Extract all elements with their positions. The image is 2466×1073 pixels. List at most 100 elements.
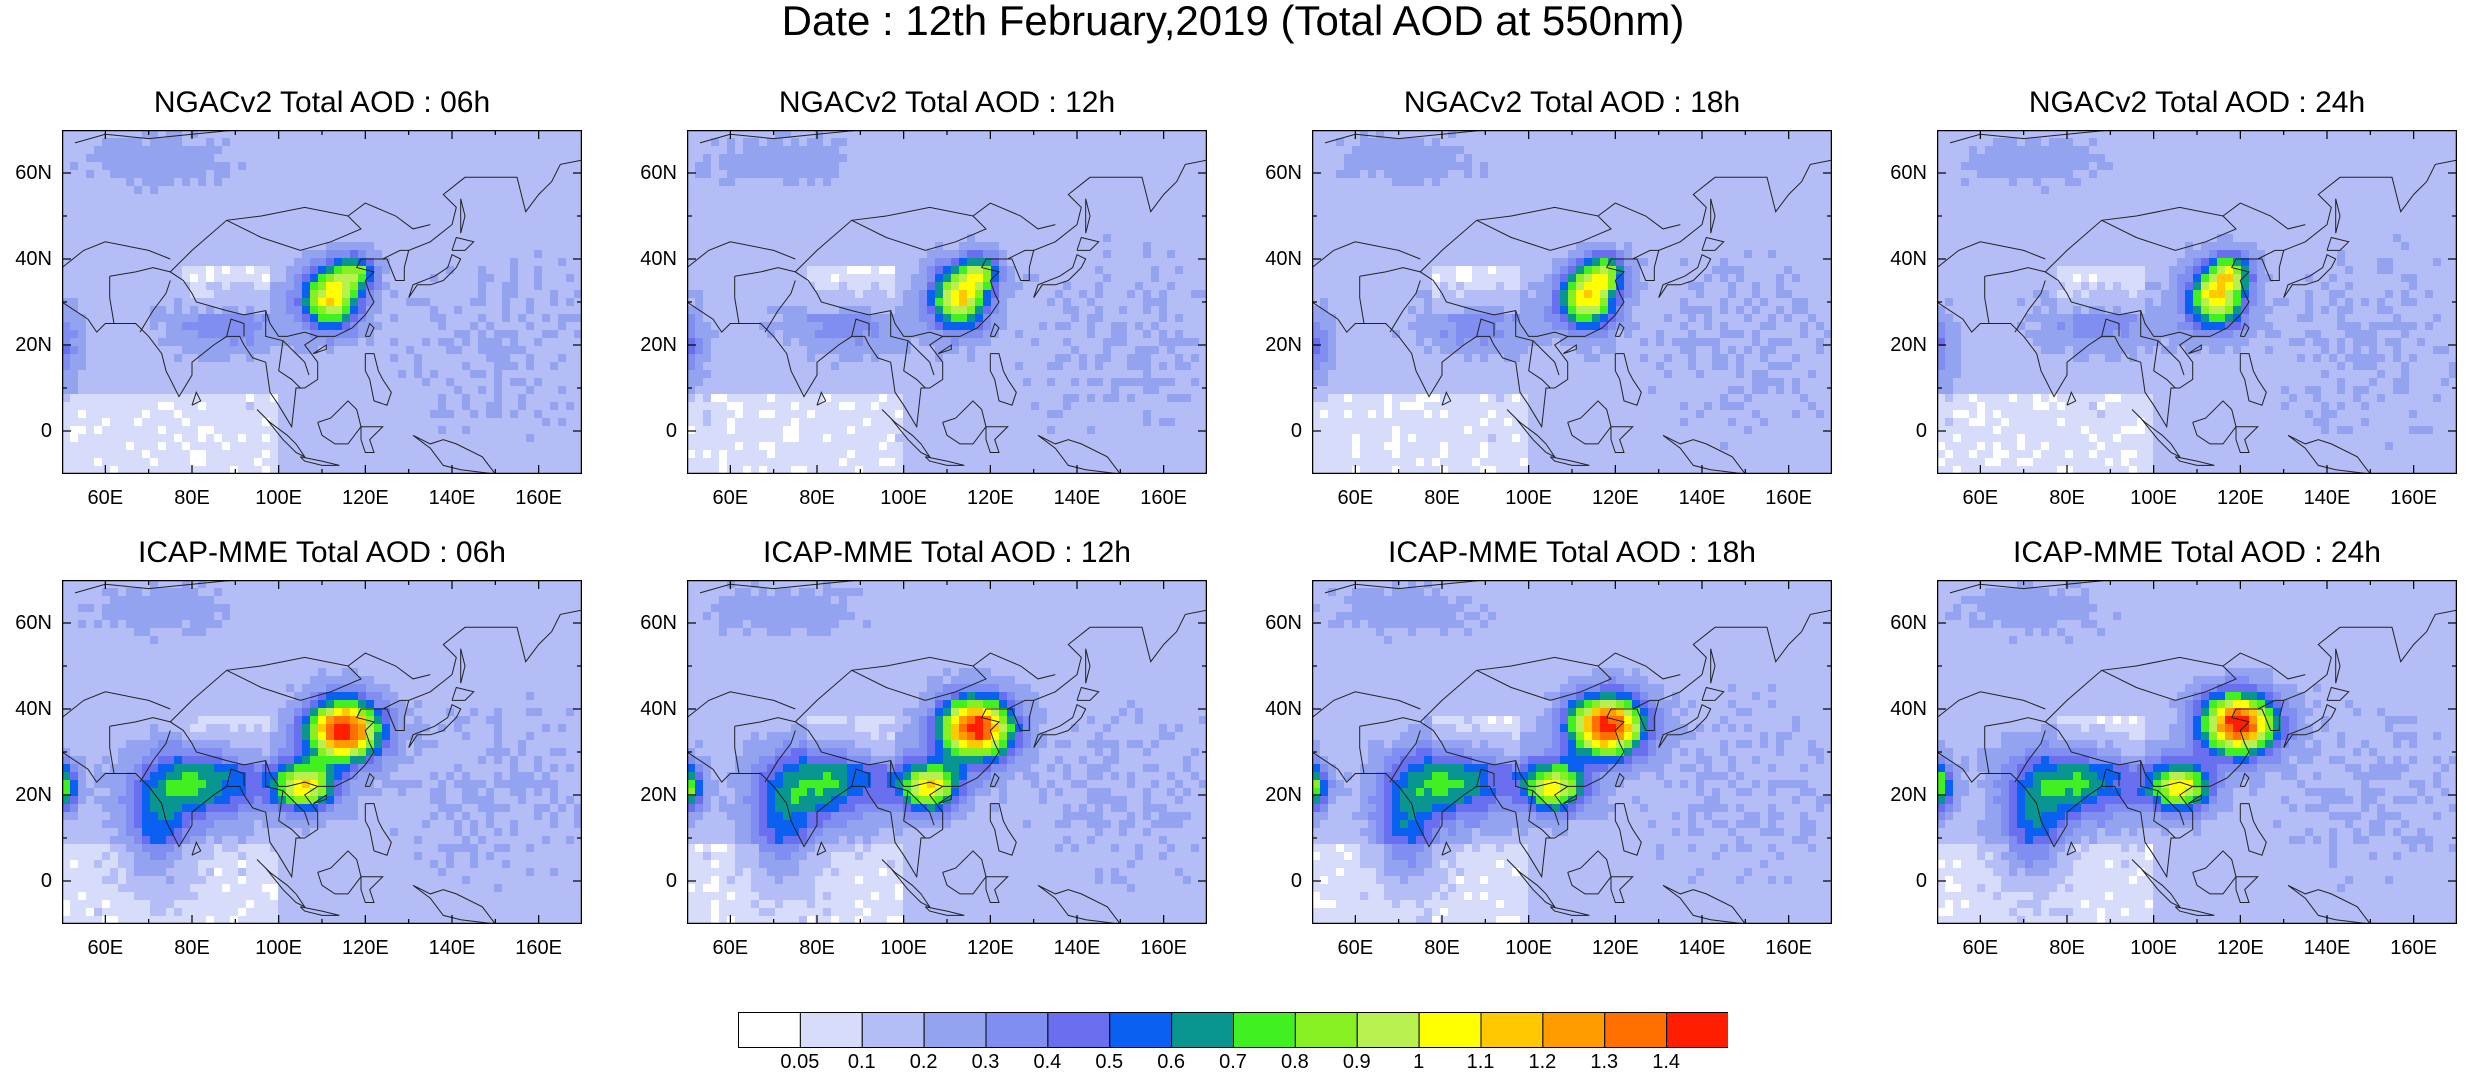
lon-tick-label: 60E xyxy=(1950,938,2010,958)
lon-tick-label: 100E xyxy=(874,488,934,508)
colorbar-swatch xyxy=(986,1013,1048,1048)
lat-tick-label: 20N xyxy=(12,335,52,355)
lon-tick-label: 120E xyxy=(1585,938,1645,958)
colorbar-label: 0.4 xyxy=(1022,1052,1072,1072)
lon-tick-label: 60E xyxy=(1325,938,1385,958)
lat-tick-label: 60N xyxy=(1262,613,1302,633)
lon-tick-label: 80E xyxy=(787,488,847,508)
aod-field xyxy=(1937,580,2457,924)
aod-map xyxy=(1312,130,1832,474)
lat-tick-label: 60N xyxy=(637,613,677,633)
lon-tick-label: 160E xyxy=(1134,938,1194,958)
lat-tick-label: 0 xyxy=(1262,871,1302,891)
lat-tick-label: 0 xyxy=(1262,421,1302,441)
aod-field xyxy=(1312,580,1832,924)
colorbar-label: 0.6 xyxy=(1146,1052,1196,1072)
lon-tick-label: 80E xyxy=(162,488,222,508)
panel-title: NGACv2 Total AOD : 18h xyxy=(1312,88,1832,118)
lon-tick-label: 160E xyxy=(2384,938,2444,958)
aod-field xyxy=(1312,130,1832,474)
lat-tick-label: 0 xyxy=(1887,421,1927,441)
lat-tick-label: 20N xyxy=(1262,785,1302,805)
aod-map xyxy=(1937,580,2457,924)
aod-map xyxy=(1937,130,2457,474)
colorbar-swatch xyxy=(1605,1013,1667,1048)
lat-tick-label: 60N xyxy=(1262,163,1302,183)
lon-tick-label: 100E xyxy=(1499,488,1559,508)
colorbar-label: 0.2 xyxy=(899,1052,949,1072)
panel-title: NGACv2 Total AOD : 24h xyxy=(1937,88,2457,118)
lat-tick-label: 20N xyxy=(1262,335,1302,355)
aod-field xyxy=(62,130,582,474)
lat-tick-label: 60N xyxy=(637,163,677,183)
aod-map xyxy=(687,580,1207,924)
lon-tick-label: 60E xyxy=(700,488,760,508)
lon-tick-label: 120E xyxy=(960,488,1020,508)
aod-field xyxy=(687,580,1207,924)
aod-colorbar xyxy=(738,1012,1728,1048)
lon-tick-label: 140E xyxy=(2297,938,2357,958)
colorbar-label: 0.1 xyxy=(837,1052,887,1072)
lon-tick-label: 60E xyxy=(1325,488,1385,508)
lon-tick-label: 120E xyxy=(960,938,1020,958)
lon-tick-label: 140E xyxy=(2297,488,2357,508)
colorbar-swatch xyxy=(1234,1013,1296,1048)
lat-tick-label: 20N xyxy=(637,785,677,805)
lon-tick-label: 60E xyxy=(75,488,135,508)
lon-tick-label: 100E xyxy=(249,488,309,508)
lat-tick-label: 0 xyxy=(637,421,677,441)
colorbar-label: 0.05 xyxy=(775,1052,825,1072)
colorbar-swatch xyxy=(1667,1013,1728,1048)
lat-tick-label: 0 xyxy=(1887,871,1927,891)
lon-tick-label: 120E xyxy=(1585,488,1645,508)
aod-map xyxy=(687,130,1207,474)
lat-tick-label: 40N xyxy=(1262,249,1302,269)
lon-tick-label: 100E xyxy=(874,938,934,958)
colorbar-swatch xyxy=(862,1013,924,1048)
lon-tick-label: 80E xyxy=(1412,938,1472,958)
lon-tick-label: 160E xyxy=(1759,488,1819,508)
panel-title: NGACv2 Total AOD : 12h xyxy=(687,88,1207,118)
colorbar-swatch xyxy=(1172,1013,1234,1048)
lon-tick-label: 140E xyxy=(422,488,482,508)
lon-tick-label: 160E xyxy=(2384,488,2444,508)
colorbar-swatch xyxy=(800,1013,862,1048)
lat-tick-label: 20N xyxy=(1887,785,1927,805)
aod-field xyxy=(687,130,1207,474)
colorbar-label: 0.7 xyxy=(1208,1052,1258,1072)
panel-title: ICAP-MME Total AOD : 06h xyxy=(62,538,582,568)
colorbar-swatch xyxy=(1481,1013,1543,1048)
lon-tick-label: 140E xyxy=(1672,938,1732,958)
lon-tick-label: 100E xyxy=(2124,938,2184,958)
panel-title: ICAP-MME Total AOD : 24h xyxy=(1937,538,2457,568)
panel-title: ICAP-MME Total AOD : 12h xyxy=(687,538,1207,568)
lon-tick-label: 100E xyxy=(1499,938,1559,958)
lon-tick-label: 140E xyxy=(1672,488,1732,508)
aod-field xyxy=(1937,130,2457,474)
lat-tick-label: 60N xyxy=(12,163,52,183)
panel-title: NGACv2 Total AOD : 06h xyxy=(62,88,582,118)
lon-tick-label: 60E xyxy=(1950,488,2010,508)
colorbar-label: 1.4 xyxy=(1641,1052,1691,1072)
colorbar-swatch xyxy=(924,1013,986,1048)
lat-tick-label: 40N xyxy=(1887,249,1927,269)
aod-map xyxy=(62,580,582,924)
lon-tick-label: 120E xyxy=(2210,488,2270,508)
aod-map xyxy=(1312,580,1832,924)
lon-tick-label: 160E xyxy=(509,938,569,958)
lat-tick-label: 60N xyxy=(1887,613,1927,633)
colorbar-label: 0.3 xyxy=(961,1052,1011,1072)
lon-tick-label: 140E xyxy=(1047,938,1107,958)
lat-tick-label: 40N xyxy=(1262,699,1302,719)
colorbar-swatch xyxy=(1357,1013,1419,1048)
colorbar-swatch xyxy=(739,1013,801,1048)
lon-tick-label: 60E xyxy=(75,938,135,958)
lon-tick-label: 140E xyxy=(1047,488,1107,508)
lon-tick-label: 120E xyxy=(335,938,395,958)
lat-tick-label: 20N xyxy=(1887,335,1927,355)
